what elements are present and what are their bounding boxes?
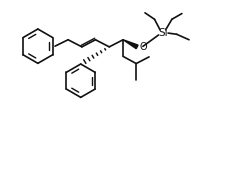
Polygon shape (123, 40, 138, 49)
Text: Si: Si (158, 28, 168, 38)
Text: O: O (139, 42, 147, 52)
